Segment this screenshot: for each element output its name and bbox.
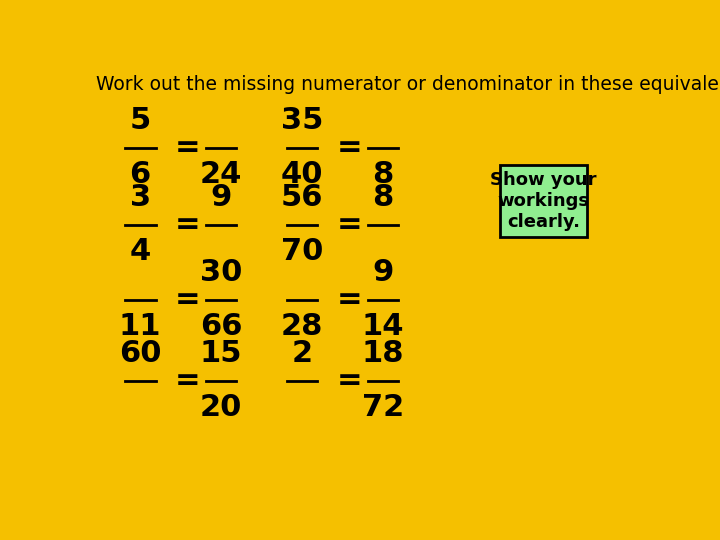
Text: =: = (175, 285, 200, 314)
Text: =: = (175, 211, 200, 239)
Text: 28: 28 (281, 312, 323, 341)
Text: 56: 56 (281, 184, 323, 212)
Text: =: = (337, 211, 362, 239)
Text: 35: 35 (281, 106, 323, 136)
Text: 40: 40 (281, 160, 323, 190)
Text: Work out the missing numerator or denominator in these equivalent fractions:: Work out the missing numerator or denomi… (96, 75, 720, 94)
Text: =: = (175, 366, 200, 395)
Text: 4: 4 (130, 238, 151, 266)
Text: 9: 9 (372, 258, 394, 287)
Text: 15: 15 (200, 339, 243, 368)
Text: 3: 3 (130, 184, 150, 212)
Text: =: = (337, 133, 362, 163)
Text: 24: 24 (200, 160, 243, 190)
Text: 6: 6 (130, 160, 151, 190)
FancyBboxPatch shape (500, 165, 587, 238)
Text: 18: 18 (361, 339, 404, 368)
Text: =: = (337, 285, 362, 314)
Text: 9: 9 (210, 184, 232, 212)
Text: 70: 70 (281, 238, 323, 266)
Text: 11: 11 (119, 312, 161, 341)
Text: 8: 8 (372, 184, 394, 212)
Text: 30: 30 (200, 258, 243, 287)
Text: 72: 72 (362, 393, 404, 422)
Text: 14: 14 (361, 312, 404, 341)
Text: 20: 20 (200, 393, 243, 422)
Text: 5: 5 (130, 106, 151, 136)
Text: =: = (337, 366, 362, 395)
Text: 60: 60 (119, 339, 161, 368)
Text: =: = (175, 133, 200, 163)
Text: 2: 2 (292, 339, 312, 368)
Text: Show your
workings
clearly.: Show your workings clearly. (490, 171, 597, 231)
Text: 66: 66 (200, 312, 243, 341)
Text: 8: 8 (372, 160, 394, 190)
